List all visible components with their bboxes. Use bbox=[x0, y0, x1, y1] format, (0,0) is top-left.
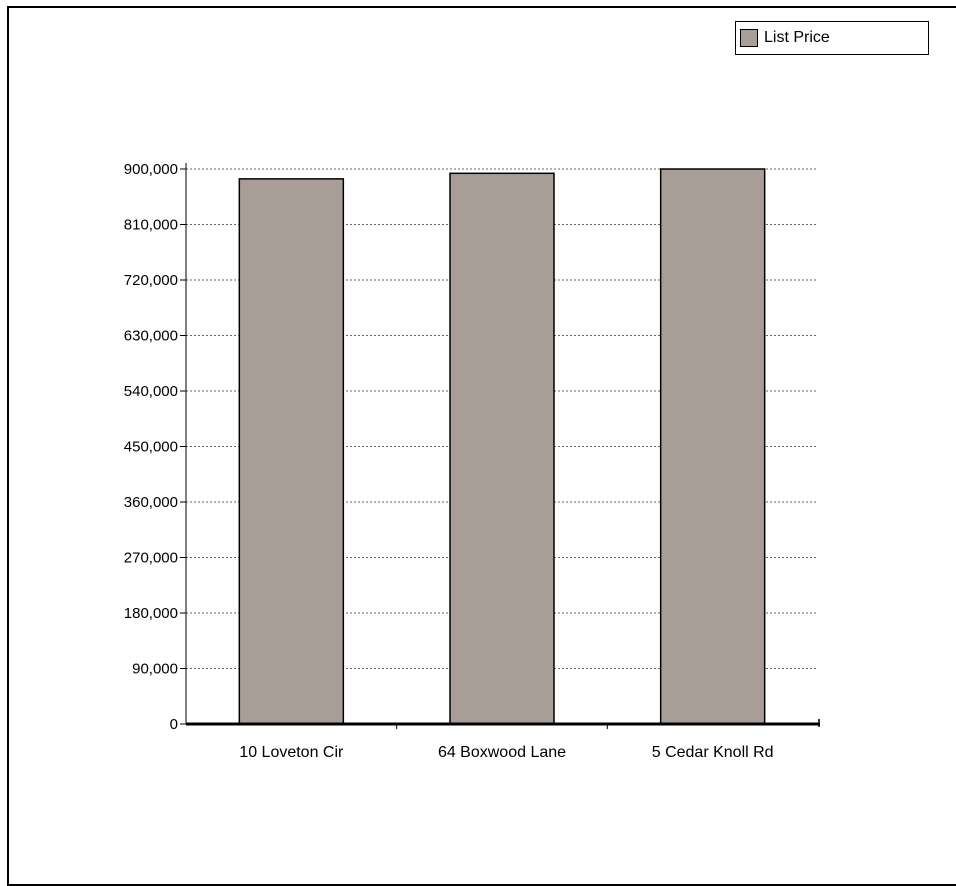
legend-swatch-list-price bbox=[740, 29, 758, 47]
bar bbox=[449, 172, 555, 725]
legend-label-list-price: List Price bbox=[764, 29, 830, 46]
y-tick-label: 720,000 bbox=[124, 272, 178, 289]
bar bbox=[659, 168, 766, 725]
x-tick-label: 10 Loveton Cir bbox=[239, 744, 344, 761]
bar bbox=[238, 178, 345, 725]
y-tick-label: 810,000 bbox=[124, 217, 178, 234]
y-tick-label: 0 bbox=[170, 716, 178, 733]
x-tick-label: 64 Boxwood Lane bbox=[438, 744, 566, 761]
y-tick-label: 270,000 bbox=[124, 550, 178, 567]
y-tick-label: 630,000 bbox=[124, 328, 178, 345]
y-tick-label: 900,000 bbox=[124, 161, 178, 178]
y-tick-label: 180,000 bbox=[124, 605, 178, 622]
bar-chart: 0 90,000 180,000 270,000 360,000 450,000 540,0… bbox=[124, 161, 820, 761]
y-tick-label: 540,000 bbox=[124, 383, 178, 400]
x-tick-label: 5 Cedar Knoll Rd bbox=[652, 744, 774, 761]
y-tick-label: 450,000 bbox=[124, 439, 178, 456]
legend: List Price bbox=[735, 21, 929, 55]
y-tick-label: 90,000 bbox=[132, 661, 178, 678]
y-tick-label: 360,000 bbox=[124, 494, 178, 511]
